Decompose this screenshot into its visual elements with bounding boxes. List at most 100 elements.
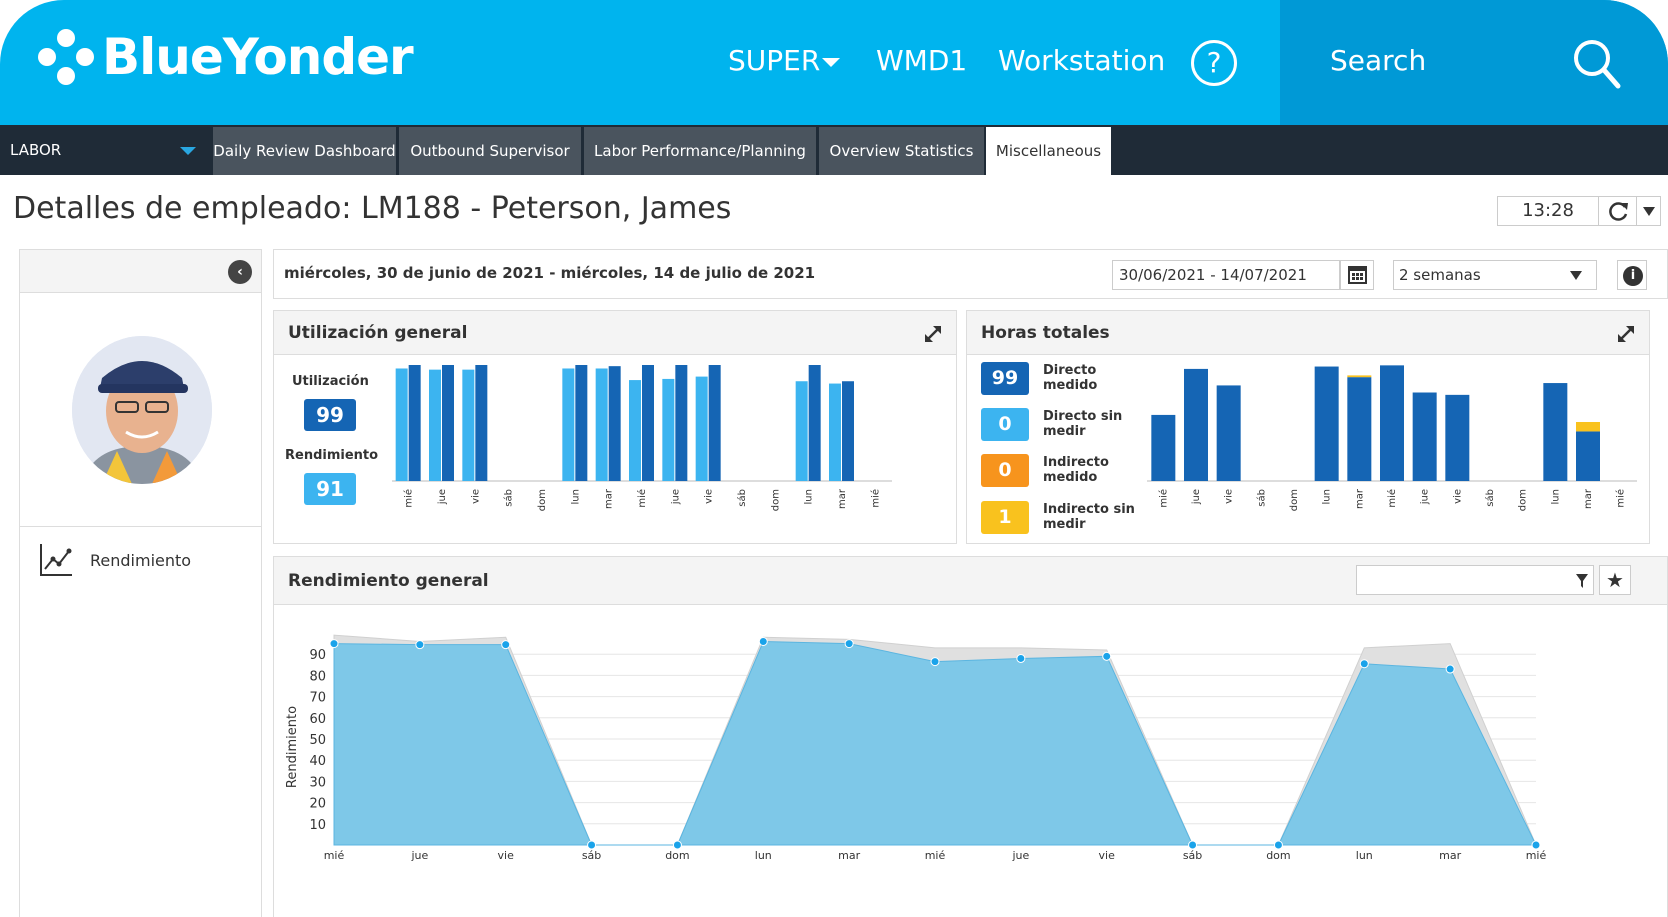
line-chart-icon [40, 544, 72, 576]
brand-logo[interactable]: BlueYonder [38, 28, 414, 86]
workstation-menu[interactable]: Workstation [998, 44, 1166, 77]
x-tick-label: lun [570, 489, 581, 504]
utilization-panel-header: Utilización general [274, 311, 956, 355]
performance-point [501, 640, 511, 650]
utilization-bar [442, 365, 454, 481]
hours-panel-header: Horas totales [967, 311, 1649, 355]
performance-point [758, 636, 768, 646]
x-tick-label: lun [1550, 489, 1561, 504]
employee-side-panel: ‹ Rend [19, 249, 262, 917]
x-tick-label: lun [1322, 489, 1333, 504]
tab-outbound-supervisor[interactable]: Outbound Supervisor [399, 127, 581, 175]
utilization-panel: Utilización general Utilización 99 Rendi… [273, 310, 957, 544]
x-tick-label: lun [1356, 849, 1373, 862]
y-tick-label: 40 [309, 754, 326, 769]
period-select[interactable]: 2 semanas [1393, 260, 1597, 290]
utilization-bar [408, 365, 421, 481]
x-tick-label: jue [410, 849, 428, 862]
performance-point [1273, 840, 1283, 850]
performance-panel-header: Rendimiento general ★ [274, 557, 1667, 605]
x-tick-label: mié [1526, 849, 1547, 862]
y-axis-label: Rendimiento [285, 706, 300, 788]
x-tick-label: mié [403, 489, 415, 508]
user-menu-label: SUPER [728, 44, 821, 77]
filter-input[interactable] [1356, 565, 1594, 595]
hours-panel-title: Horas totales [981, 323, 1110, 343]
legend-value-indirect-unmeasured: 1 [981, 501, 1029, 534]
performance-point [1102, 651, 1112, 661]
hours-bar [1543, 383, 1568, 481]
refresh-icon [1609, 202, 1628, 221]
legend-label-direct-measured: Directo medido [1043, 363, 1098, 393]
legend-label-direct-unmeasured: Directo sin medir [1043, 409, 1123, 439]
x-tick-label: vie [470, 489, 481, 504]
tab-overview-statistics[interactable]: Overview Statistics [819, 127, 984, 175]
legend-label-indirect-unmeasured: Indirecto sin medir [1043, 502, 1135, 532]
x-tick-label: sáb [1255, 489, 1267, 507]
x-tick-label: jue [670, 489, 681, 505]
x-tick-label: mar [1439, 849, 1461, 862]
calendar-icon [1348, 266, 1367, 284]
module-selector[interactable]: LABOR [0, 125, 210, 175]
utilization-bar [708, 365, 721, 481]
date-range-input[interactable]: 30/06/2021 - 14/07/2021 [1112, 260, 1340, 290]
performance-point [672, 840, 682, 850]
info-button[interactable]: i [1617, 260, 1647, 290]
hours-bar [1184, 368, 1208, 481]
hours-bar [1314, 366, 1339, 481]
x-tick-label: dom [1518, 489, 1529, 511]
hours-bar [1347, 375, 1372, 378]
collapse-panel-icon[interactable]: ‹ [228, 260, 252, 284]
user-menu[interactable]: SUPER [728, 44, 841, 77]
clock-time: 13:28 [1522, 200, 1574, 221]
x-tick-label: sáb [503, 489, 515, 507]
period-select-value: 2 semanas [1399, 266, 1481, 284]
performance-point [1016, 653, 1026, 663]
x-tick-label: dom [665, 849, 689, 862]
module-label: LABOR [10, 141, 62, 159]
utilization-panel-title: Utilización general [288, 323, 468, 343]
performance-point [1359, 659, 1369, 669]
favorite-star-icon[interactable]: ★ [1599, 565, 1631, 595]
search-label: Search [1330, 44, 1427, 77]
tab-labor-performance-planning[interactable]: Labor Performance/Planning [584, 127, 816, 175]
x-tick-label: sáb [736, 489, 748, 507]
chevron-down-icon [1570, 271, 1582, 280]
x-tick-label: mié [869, 489, 881, 508]
calendar-button[interactable] [1340, 260, 1374, 290]
performance-point [1445, 664, 1455, 674]
performance-link[interactable]: Rendimiento [38, 542, 191, 578]
x-tick-label: vie [1452, 489, 1463, 504]
search-box[interactable]: Search [1280, 0, 1668, 125]
utilization-bar [608, 366, 621, 481]
x-tick-label: vie [1224, 489, 1235, 504]
search-icon[interactable] [1572, 38, 1622, 90]
hours-bar [1347, 377, 1372, 481]
utilization-bar [575, 365, 588, 481]
refresh-interval-dropdown[interactable] [1636, 197, 1661, 225]
legend-value-indirect-measured: 0 [981, 454, 1029, 487]
side-panel-header: ‹ [20, 250, 261, 293]
page-title: Detalles de empleado: LM188 - Peterson, … [13, 191, 732, 226]
tab-daily-review-dashboard[interactable]: Daily Review Dashboard [213, 127, 396, 175]
utilization-bar [429, 369, 441, 481]
hours-bar [1151, 414, 1176, 481]
performance-panel-title: Rendimiento general [288, 571, 489, 591]
warehouse-menu[interactable]: WMD1 [876, 44, 968, 77]
utilization-label: Utilización [292, 374, 369, 389]
utilization-bar [795, 381, 808, 481]
expand-icon[interactable] [922, 323, 944, 345]
x-tick-label: jue [1011, 849, 1029, 862]
employee-avatar [72, 336, 212, 484]
x-tick-label: mié [324, 849, 345, 862]
utilization-bar [675, 365, 688, 481]
x-tick-label: mar [1583, 488, 1594, 509]
tab-miscellaneous[interactable]: Miscellaneous [986, 127, 1111, 175]
refresh-button[interactable] [1598, 197, 1636, 225]
help-icon[interactable]: ? [1191, 40, 1237, 86]
date-range-bar: miércoles, 30 de junio de 2021 - miércol… [273, 249, 1668, 299]
expand-icon[interactable] [1615, 323, 1637, 345]
performance-point [930, 657, 940, 667]
y-tick-label: 20 [309, 797, 326, 812]
hours-bar [1576, 422, 1600, 432]
